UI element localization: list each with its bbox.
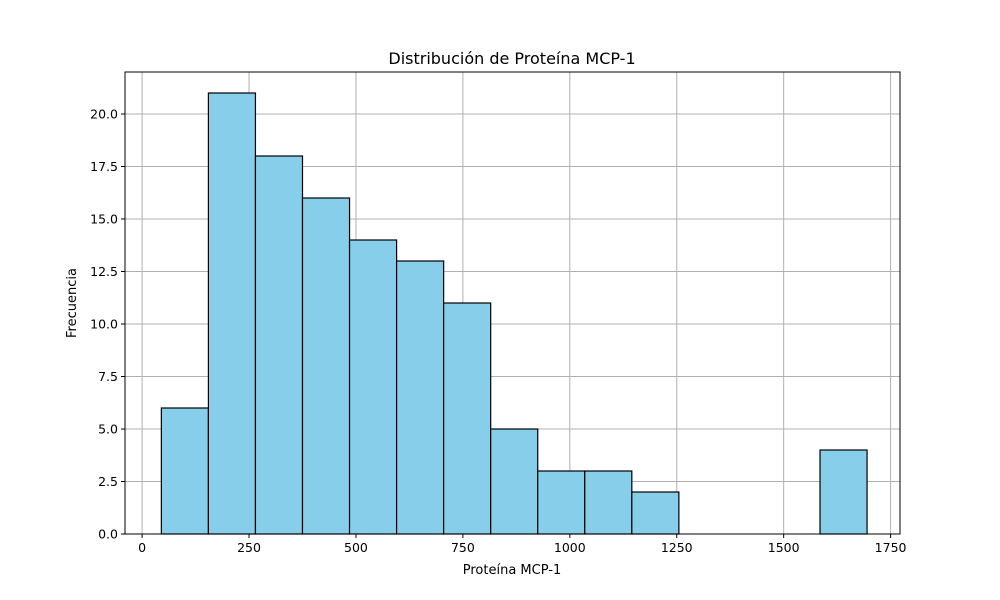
x-tick-label: 0 xyxy=(138,540,146,555)
y-tick-label: 7.5 xyxy=(98,369,118,384)
y-tick-label: 15.0 xyxy=(90,212,118,227)
histogram-bar xyxy=(443,302,492,535)
histogram-bar xyxy=(207,92,257,535)
x-tick-label: 1000 xyxy=(554,540,586,555)
y-tick-label: 10.0 xyxy=(90,317,118,332)
histogram-bar xyxy=(819,449,868,535)
x-axis-label: Proteína MCP-1 xyxy=(463,563,561,578)
x-tick-label: 750 xyxy=(451,540,475,555)
x-tick-label: 1750 xyxy=(875,540,907,555)
y-tick-label: 12.5 xyxy=(90,264,118,279)
histogram-bar xyxy=(160,407,210,535)
x-tick-label: 250 xyxy=(237,540,261,555)
plot-area-frame xyxy=(124,71,901,535)
histogram-bar xyxy=(254,155,304,535)
histogram-bar xyxy=(584,470,633,535)
y-tick-label: 2.5 xyxy=(98,474,118,489)
y-axis-label: Frecuencia xyxy=(65,268,80,338)
y-tick-label: 5.0 xyxy=(98,422,118,437)
x-tick-label: 1250 xyxy=(661,540,693,555)
histogram-bar xyxy=(348,239,398,535)
y-tick-label: 0.0 xyxy=(98,527,118,542)
chart-title: Distribución de Proteína MCP-1 xyxy=(388,49,635,68)
histogram-bar xyxy=(301,197,351,535)
y-tick-label: 17.5 xyxy=(90,159,118,174)
histogram-bar xyxy=(395,260,445,535)
x-tick-label: 500 xyxy=(344,540,368,555)
histogram-bar xyxy=(490,428,539,535)
histogram-bars xyxy=(160,92,868,535)
x-tick-label: 1500 xyxy=(768,540,800,555)
histogram-bar xyxy=(631,491,680,535)
y-tick-label: 20.0 xyxy=(90,107,118,122)
histogram-bar xyxy=(537,470,586,535)
y-axis-ticks: 0.0 2.5 5.0 7.5 10.0 12.5 15.0 17.5 20.0 xyxy=(90,107,125,542)
x-axis-ticks: 0 250 500 750 1000 1250 1500 1750 xyxy=(138,534,907,555)
